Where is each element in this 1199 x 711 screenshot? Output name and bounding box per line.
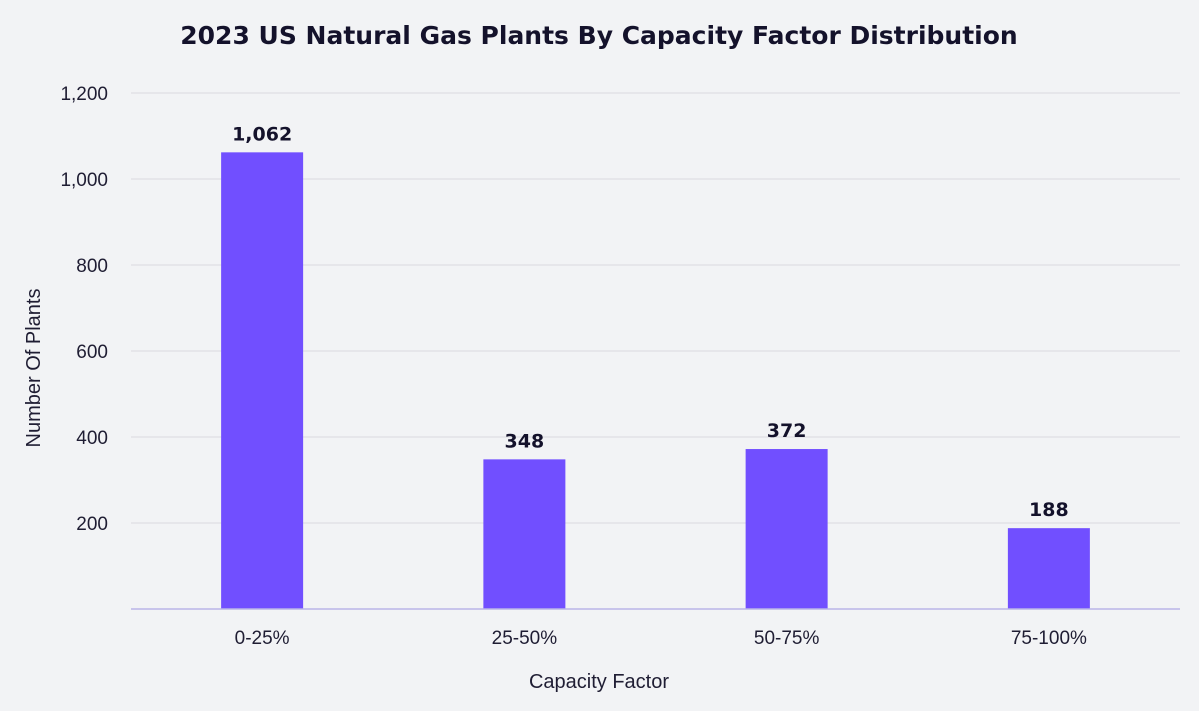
bar-value-label: 1,062 [232,123,292,145]
x-axis-ticks: 0-25% 25-50% 50-75% 75-100% [235,628,1087,649]
x-tick-label: 50-75% [754,628,820,649]
y-axis-title: Number Of Plants [23,289,45,448]
gridlines [131,92,1180,524]
x-tick-label: 25-50% [492,628,558,649]
y-tick-label: 200 [76,514,108,535]
y-tick-label: 600 [76,342,108,363]
bars: 1,062 348 372 188 [221,123,1090,609]
x-tick-label: 0-25% [235,628,290,649]
x-axis-title: Capacity Factor [529,671,669,693]
bar-value-label: 188 [1029,499,1069,521]
y-tick-label: 1,200 [60,84,108,105]
y-tick-label: 400 [76,428,108,449]
bar [1007,528,1090,609]
y-tick-label: 1,000 [60,170,108,191]
chart-title: 2023 US Natural Gas Plants By Capacity F… [180,21,1017,50]
y-tick-label: 800 [76,256,108,277]
bar [221,152,304,609]
bar-value-label: 372 [767,420,807,442]
y-axis-ticks: 200 400 600 800 1,000 1,200 [60,84,108,535]
bar-value-label: 348 [505,430,545,452]
x-tick-label: 75-100% [1011,628,1087,649]
bar [745,449,828,609]
bar [483,459,566,609]
